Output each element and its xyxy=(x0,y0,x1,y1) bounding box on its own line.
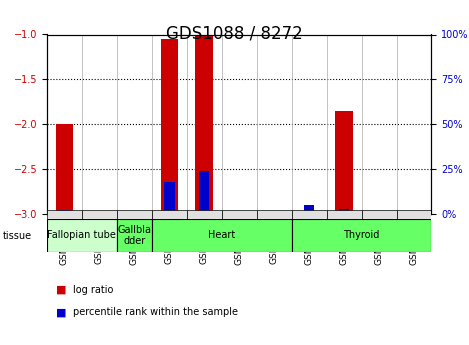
Text: Fallopian tube: Fallopian tube xyxy=(47,230,116,240)
FancyBboxPatch shape xyxy=(396,210,431,219)
FancyBboxPatch shape xyxy=(257,210,292,219)
Text: Thyroid: Thyroid xyxy=(343,230,380,240)
FancyBboxPatch shape xyxy=(82,210,117,219)
Bar xyxy=(199,171,210,214)
FancyBboxPatch shape xyxy=(362,210,396,219)
FancyBboxPatch shape xyxy=(222,210,257,219)
FancyBboxPatch shape xyxy=(292,210,326,219)
Text: ■: ■ xyxy=(56,307,67,317)
Bar xyxy=(339,208,349,214)
Text: GDS1088 / 8272: GDS1088 / 8272 xyxy=(166,24,303,42)
Bar xyxy=(196,34,213,214)
Text: log ratio: log ratio xyxy=(73,285,113,295)
FancyBboxPatch shape xyxy=(47,210,82,219)
Text: Heart: Heart xyxy=(208,230,235,240)
FancyBboxPatch shape xyxy=(152,219,292,252)
FancyBboxPatch shape xyxy=(187,210,222,219)
FancyBboxPatch shape xyxy=(292,219,431,252)
Text: ■: ■ xyxy=(56,285,67,295)
FancyBboxPatch shape xyxy=(117,210,152,219)
FancyBboxPatch shape xyxy=(117,219,152,252)
Bar xyxy=(160,39,178,214)
FancyBboxPatch shape xyxy=(326,210,362,219)
Bar xyxy=(56,124,73,214)
Bar xyxy=(164,181,174,214)
Text: Gallbla
dder: Gallbla dder xyxy=(117,225,151,246)
Text: tissue: tissue xyxy=(2,231,31,241)
FancyBboxPatch shape xyxy=(152,210,187,219)
Bar xyxy=(304,205,314,214)
Bar xyxy=(335,111,353,214)
FancyBboxPatch shape xyxy=(47,219,117,252)
Text: percentile rank within the sample: percentile rank within the sample xyxy=(73,307,238,317)
Bar xyxy=(59,210,69,214)
